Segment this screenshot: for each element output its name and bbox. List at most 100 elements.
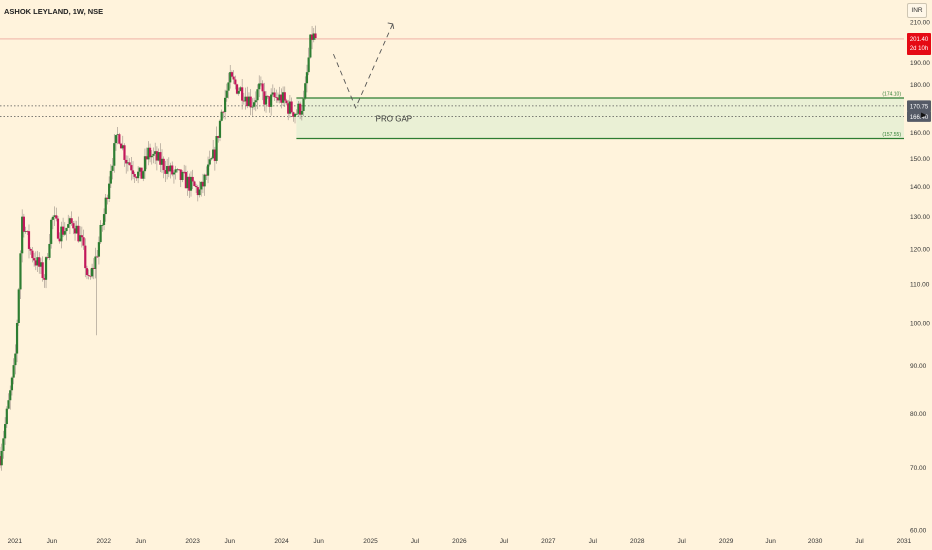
y-tick-label: 60.00 (910, 528, 927, 535)
candle-body (280, 94, 283, 103)
candle-body (41, 262, 44, 279)
y-tick-label: 190.00 (910, 60, 930, 67)
candle-body (111, 165, 114, 171)
x-tick-label: 2030 (808, 538, 823, 545)
y-tick-label: 140.00 (910, 184, 930, 191)
candle-body (290, 101, 293, 113)
candle-body (205, 174, 208, 176)
candle-body (128, 162, 131, 166)
candle-body (229, 72, 232, 83)
candle-body (244, 96, 247, 102)
candle-body (43, 278, 46, 280)
y-tick-label: 130.00 (910, 214, 930, 221)
y-tick-label: 80.00 (910, 411, 927, 418)
candle-body (237, 90, 240, 94)
candle-body (297, 103, 300, 114)
candle-body (44, 257, 48, 280)
candle-body (53, 215, 56, 217)
candle-body (77, 225, 80, 242)
candle-body (75, 225, 78, 234)
candle-body (266, 95, 269, 97)
zone-bottom-label: (157.55) (882, 132, 901, 138)
chart-title: ASHOK LEYLAND, 1W, NSE (4, 7, 103, 16)
x-tick-label: 2031 (897, 538, 912, 545)
y-tick-label: 110.00 (910, 282, 930, 289)
y-tick-label: 90.00 (910, 363, 927, 370)
x-tick-label: Jul (589, 538, 598, 545)
candle-body (299, 103, 302, 115)
candle-body (50, 219, 53, 244)
y-tick-label: 120.00 (910, 246, 930, 253)
candle-body (21, 216, 24, 254)
candle-body (101, 224, 104, 226)
candle-body (312, 33, 315, 40)
candle-body (273, 92, 276, 98)
candle-body (65, 227, 68, 232)
candle-body (19, 253, 22, 290)
price-level-badge (907, 100, 931, 112)
candle-body (239, 87, 242, 91)
candle-body (114, 135, 118, 144)
candle-body (108, 183, 111, 199)
candle-body (92, 267, 95, 269)
price-level-badge (907, 110, 931, 122)
candle-body (307, 57, 310, 73)
candle-body (33, 258, 36, 261)
price-level-value: 170.75 (910, 104, 929, 110)
candle-body (166, 166, 169, 174)
candle-body (210, 158, 213, 160)
candle-body (314, 33, 317, 39)
projection-layer (333, 22, 395, 109)
candle-body (302, 98, 305, 111)
candle-body (258, 83, 261, 90)
currency-button[interactable]: INR (907, 3, 927, 18)
candle-body (249, 96, 252, 108)
candle-body (222, 111, 225, 113)
projection-arrowhead (387, 22, 395, 30)
scroll-right-icon[interactable]: ▶ (921, 112, 927, 119)
y-tick-label: 180.00 (910, 82, 930, 89)
candle-body (220, 111, 223, 121)
candle-body (285, 100, 288, 104)
candle-body (85, 268, 89, 276)
candle-body (268, 96, 271, 107)
candle-body (14, 353, 17, 366)
candle-body (79, 235, 82, 242)
candle-body (150, 155, 153, 158)
y-tick-label: 150.00 (910, 156, 930, 163)
candle-body (191, 176, 194, 182)
candle-body (24, 230, 27, 232)
x-tick-label: 2021 (8, 538, 23, 545)
candle-body (160, 158, 164, 165)
candle-body (223, 97, 227, 112)
candle-body (278, 94, 281, 101)
candle-body (15, 322, 19, 354)
y-axis[interactable]: 60.00 70.00 80.00 90.00 100.00 110.00 120.00 13… (910, 20, 930, 535)
current-price-value: 201.40 (910, 37, 929, 43)
candle-body (63, 231, 66, 235)
x-tick-label: 2023 (185, 538, 200, 545)
candle-body (300, 110, 303, 115)
x-tick-label: Jul (500, 538, 509, 545)
candle-body (155, 151, 158, 161)
candle-body (148, 147, 152, 158)
candle-body (121, 145, 124, 149)
candle-body (295, 113, 298, 115)
candle-body (288, 101, 291, 114)
candle-body (36, 257, 39, 266)
candle-body (27, 231, 31, 249)
candle-body (48, 243, 51, 258)
candle-body (31, 250, 34, 259)
candle-body (113, 143, 116, 166)
candle-body (97, 242, 101, 257)
x-tick-label: 2024 (274, 538, 289, 545)
x-tick-label: Jun (136, 538, 147, 545)
candle-body (131, 170, 135, 175)
candle-body (217, 136, 220, 138)
candle-body (186, 176, 189, 189)
candle-body (213, 149, 216, 161)
x-axis[interactable]: 2021 Jun 2022 Jun 2023 Jun 2024 Jun 2025 Jul 2026 J… (8, 538, 912, 545)
x-tick-label: Jun (765, 538, 776, 545)
candle-body (304, 83, 307, 99)
